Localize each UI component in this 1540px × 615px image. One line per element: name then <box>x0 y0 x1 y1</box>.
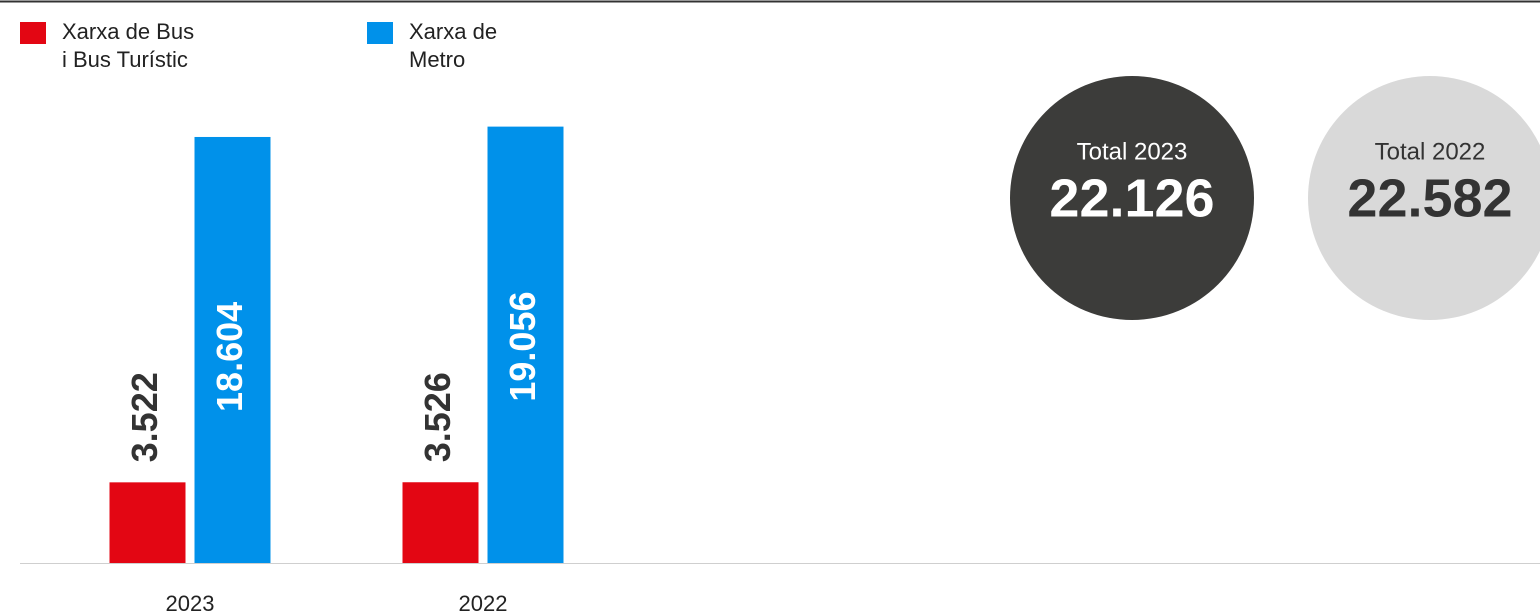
x-tick-label: 2023 <box>166 591 215 615</box>
legend-swatch <box>20 22 46 44</box>
legend-label: Xarxa de Metro <box>409 19 498 72</box>
total-value: 22.126 <box>1049 168 1214 228</box>
legend-swatch <box>367 22 393 44</box>
total-label: Total 2022 <box>1375 138 1486 165</box>
x-tick-label: 2022 <box>459 591 508 615</box>
bar <box>402 482 479 563</box>
total-circle <box>1308 76 1540 320</box>
legend-label: Xarxa de Bus i Bus Turístic <box>62 19 195 72</box>
value-label: 19.056 <box>502 292 543 402</box>
value-label: 18.604 <box>209 302 250 412</box>
value-label: 3.526 <box>417 372 458 462</box>
total-value: 22.582 <box>1347 168 1512 228</box>
bar <box>487 126 564 563</box>
bar <box>194 136 271 564</box>
bar <box>109 482 186 563</box>
total-circle <box>1010 76 1254 320</box>
total-label: Total 2023 <box>1077 138 1188 165</box>
value-label: 3.522 <box>124 372 165 462</box>
